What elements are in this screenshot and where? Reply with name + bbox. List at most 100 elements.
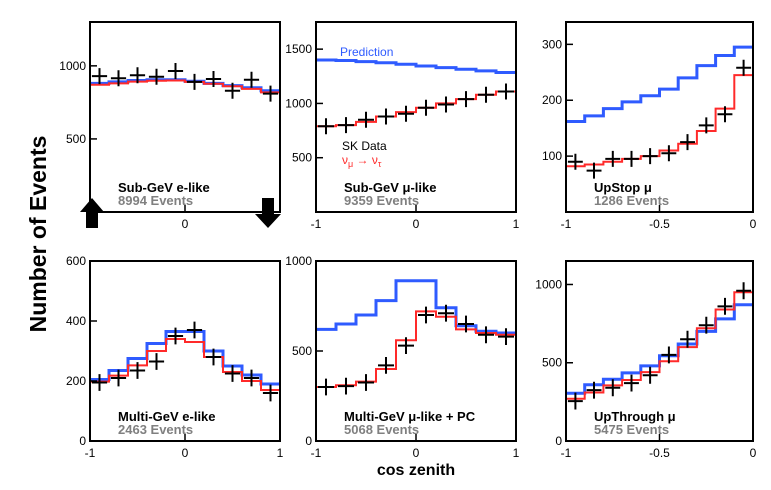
panel-title: UpThrough μ xyxy=(594,409,676,424)
panel-event-count: 1286 Events xyxy=(594,193,669,208)
data-point xyxy=(605,379,621,397)
y-tick-label: 0 xyxy=(555,434,562,448)
data-point xyxy=(110,369,127,387)
data-point xyxy=(661,346,677,364)
data-point xyxy=(680,134,695,151)
oscillation-histogram xyxy=(566,291,753,400)
panel-title: Multi-GeV μ-like + PC xyxy=(344,409,476,424)
panel-title: UpStop μ xyxy=(594,180,652,195)
y-tick-label: 200 xyxy=(66,374,86,388)
data-point xyxy=(167,63,184,79)
data-point xyxy=(338,117,354,134)
prediction-histogram xyxy=(316,58,516,74)
data-point xyxy=(358,374,374,391)
data-point xyxy=(698,316,714,334)
oscillation-histogram xyxy=(90,338,280,391)
data-point xyxy=(243,369,260,387)
data-point xyxy=(186,73,203,90)
x-tick-label: 0 xyxy=(413,446,420,460)
x-tick-label: -1 xyxy=(311,217,322,231)
data-point xyxy=(186,321,203,339)
data-point xyxy=(605,150,621,167)
x-tick-label: 0 xyxy=(750,446,757,460)
panel-title: Sub-GeV μ-like xyxy=(344,180,436,195)
data-point xyxy=(642,366,658,384)
oscillation-histogram xyxy=(566,74,753,168)
x-tick-label: 0 xyxy=(750,217,757,231)
figure-xlabel: cos zenith xyxy=(377,462,455,479)
data-point xyxy=(717,297,733,315)
x-tick-label: 1 xyxy=(513,217,520,231)
data-point xyxy=(262,384,279,402)
x-tick-label: -1 xyxy=(561,446,572,460)
data-point xyxy=(398,105,414,122)
data-point xyxy=(91,374,108,391)
y-tick-label: 0 xyxy=(305,434,312,448)
figure-ylabel: Number of Events xyxy=(25,136,51,333)
data-point xyxy=(642,148,658,165)
oscillation-histogram xyxy=(90,79,280,94)
data-point xyxy=(624,150,639,167)
data-point xyxy=(418,306,434,324)
data-point xyxy=(398,337,414,354)
data-point xyxy=(262,85,279,102)
oscillation-histogram xyxy=(316,310,516,388)
y-tick-label: 1000 xyxy=(59,59,86,73)
prediction-histogram xyxy=(566,45,753,123)
x-tick-label: 0 xyxy=(413,217,420,231)
x-tick-label: 1 xyxy=(277,446,284,460)
data-point xyxy=(458,91,474,108)
x-tick-label: 0 xyxy=(182,446,189,460)
x-tick-label: -1 xyxy=(85,446,96,460)
data-point xyxy=(736,282,752,300)
data-point xyxy=(148,353,165,370)
data-point xyxy=(110,70,127,87)
x-tick-label: -0.5 xyxy=(649,217,670,231)
data-point xyxy=(318,118,334,135)
data-point xyxy=(338,377,354,395)
data-point xyxy=(661,145,677,162)
data-point xyxy=(567,153,583,170)
data-point xyxy=(478,86,494,103)
y-tick-label: 500 xyxy=(66,132,86,146)
data-point xyxy=(378,108,394,125)
data-point xyxy=(717,106,733,123)
panel-event-count: 8994 Events xyxy=(118,193,193,208)
data-point xyxy=(478,326,494,344)
y-tick-label: 100 xyxy=(542,149,562,163)
legend-oscillation: νμ → ντ xyxy=(342,153,382,169)
data-point xyxy=(167,327,184,345)
y-tick-label: 500 xyxy=(542,356,562,370)
panel-title: Sub-GeV e-like xyxy=(118,180,210,195)
data-point xyxy=(418,99,434,116)
data-point xyxy=(224,365,241,382)
data-point xyxy=(129,67,146,84)
data-point xyxy=(224,82,241,99)
panel-title: Multi-GeV e-like xyxy=(118,409,216,424)
oscillation-histogram xyxy=(316,90,516,128)
data-point xyxy=(243,71,260,88)
x-tick-label: 1 xyxy=(513,446,520,460)
panel-event-count: 2463 Events xyxy=(118,422,193,437)
data-point xyxy=(129,362,146,379)
data-point xyxy=(318,378,334,396)
data-point xyxy=(438,304,454,322)
y-tick-label: 1500 xyxy=(285,42,312,56)
x-tick-label: -1 xyxy=(311,446,322,460)
y-tick-label: 500 xyxy=(292,344,312,358)
legend-sk-data: SK Data xyxy=(342,139,387,153)
down-arrow-icon xyxy=(255,198,281,228)
y-tick-label: 300 xyxy=(542,37,562,51)
data-point xyxy=(438,96,454,113)
data-point xyxy=(148,68,165,85)
data-point xyxy=(205,71,222,87)
data-point xyxy=(91,68,108,85)
y-tick-label: 1000 xyxy=(285,254,312,268)
